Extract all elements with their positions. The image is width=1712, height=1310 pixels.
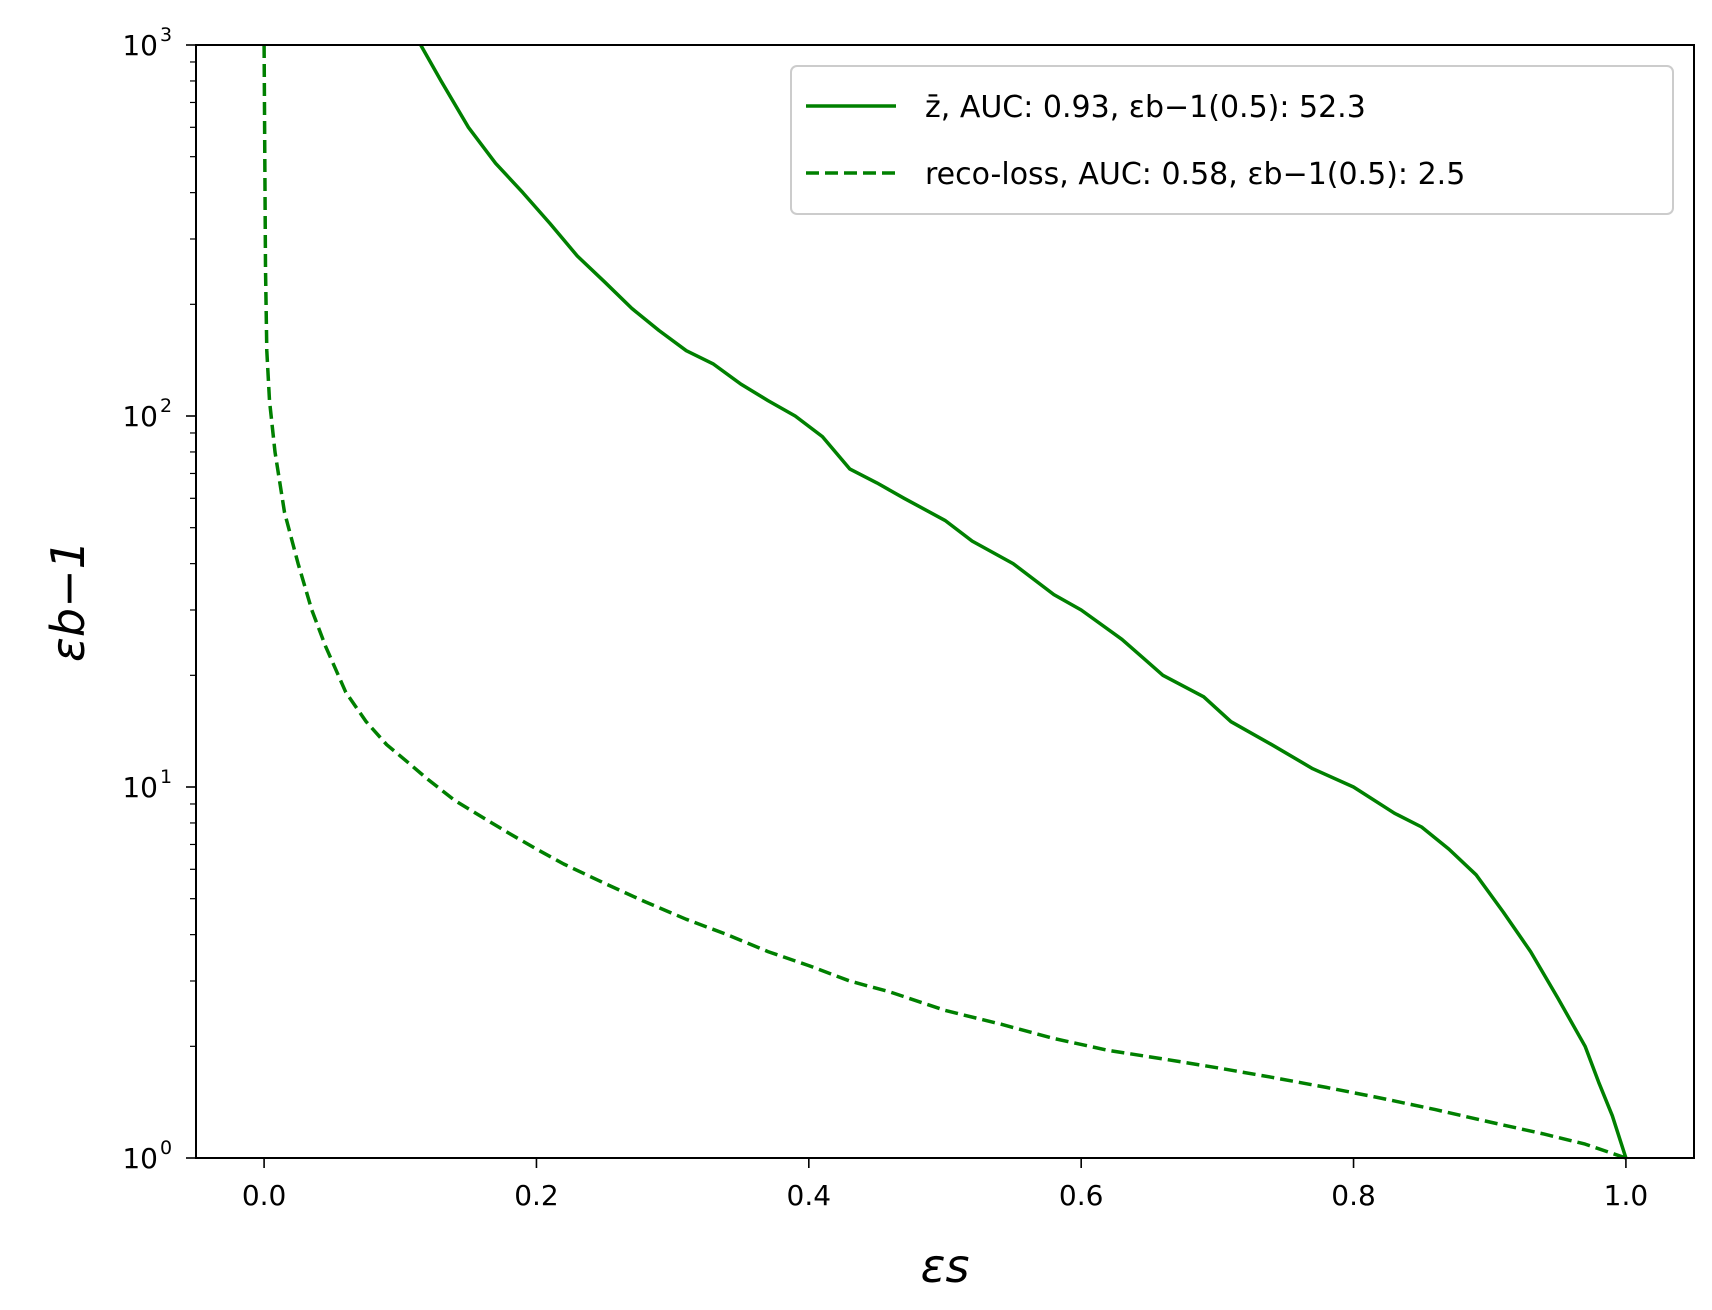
x-axis-ticks: 0.0 0.2 0.4 0.6 0.8 1.0	[242, 1158, 1648, 1212]
legend-frame	[790, 65, 1674, 215]
plot-frame	[195, 44, 1695, 1159]
y-tick-label: 10	[122, 1142, 158, 1175]
series-line-z-bar	[419, 44, 1628, 1159]
y-tick-exponent: 3	[160, 24, 172, 46]
plot-series	[262, 44, 1628, 1160]
x-tick-label: 1.0	[1604, 1179, 1649, 1212]
x-axis-title: εs	[921, 1239, 970, 1293]
legend: z̄, AUC: 0.93, εb−1(0.5): 52.3 reco-loss…	[790, 65, 1674, 215]
y-tick-label: 10	[122, 29, 158, 62]
x-tick-label: 0.0	[242, 1179, 287, 1212]
y-axis-title: εb−1	[41, 540, 95, 662]
x-tick-label: 0.2	[514, 1179, 559, 1212]
y-tick-label: 10	[122, 771, 158, 804]
legend-label-reco-loss: reco-loss, AUC: 0.58, εb−1(0.5): 2.5	[925, 157, 1465, 192]
y-tick-label: 10	[122, 400, 158, 433]
y-tick-exponent: 2	[160, 395, 172, 417]
y-tick-exponent: 1	[160, 766, 172, 788]
x-tick-label: 0.4	[787, 1179, 832, 1212]
legend-label-z-bar: z̄, AUC: 0.93, εb−1(0.5): 52.3	[925, 90, 1366, 125]
series-line-reco-loss	[262, 44, 1627, 1160]
x-tick-label: 0.8	[1331, 1179, 1376, 1212]
y-tick-exponent: 0	[160, 1137, 172, 1159]
x-tick-label: 0.6	[1059, 1179, 1104, 1212]
